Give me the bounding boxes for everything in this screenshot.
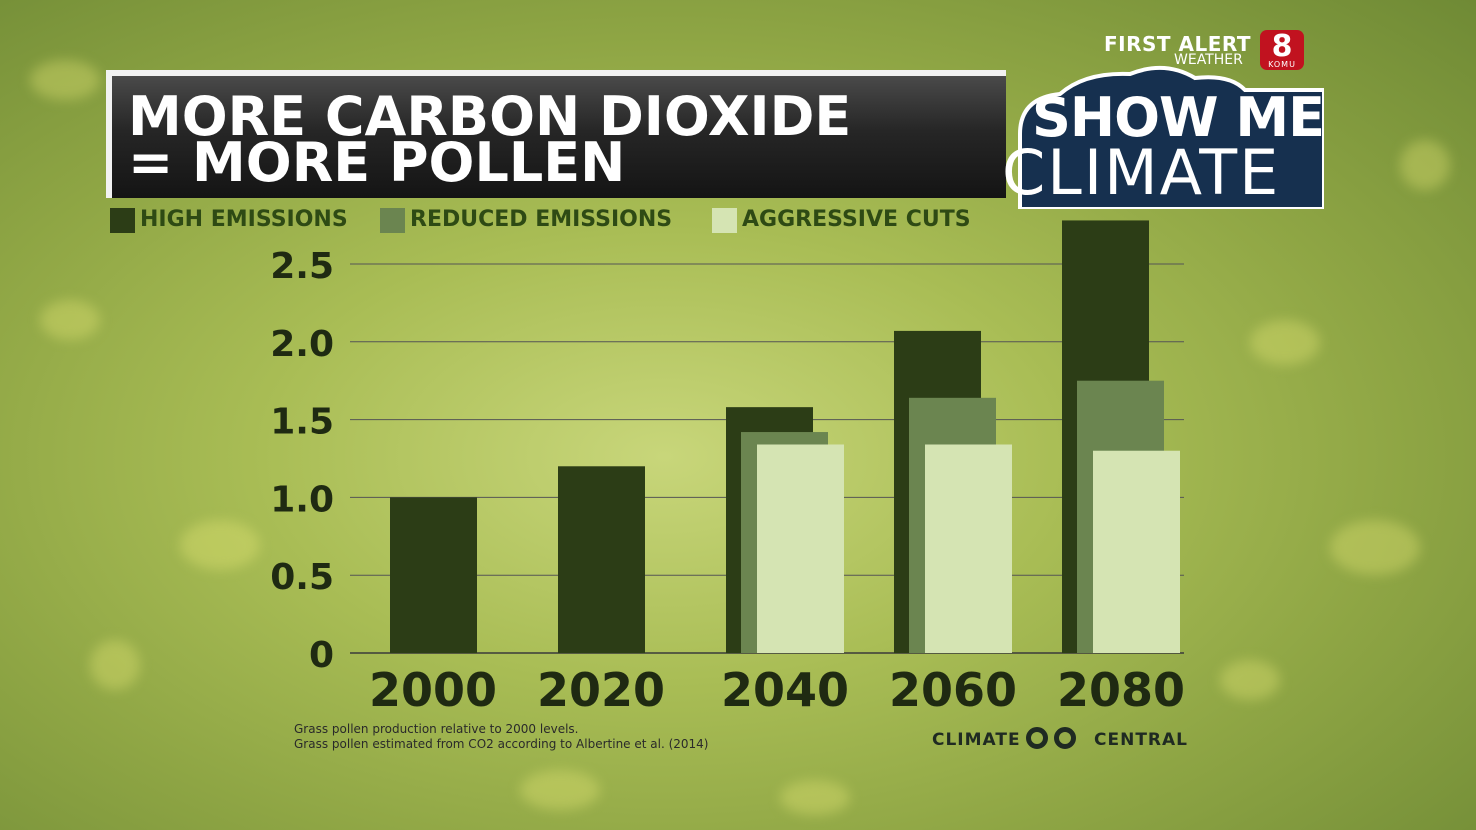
bar-aggressive bbox=[925, 444, 1012, 653]
legend-swatch-high bbox=[110, 208, 135, 233]
y-tick-label: 1.5 bbox=[270, 402, 334, 443]
station-logo: 8 KOMU bbox=[1260, 30, 1304, 70]
badge-cloud-shape bbox=[1018, 65, 1324, 209]
y-tick-label: 2.5 bbox=[270, 246, 334, 287]
legend-label-high: HIGH EMISSIONS bbox=[140, 207, 348, 232]
show-me-climate-badge: SHOW ME CLIMATE bbox=[990, 64, 1325, 209]
y-tick-label: 1.0 bbox=[270, 479, 334, 520]
station-number: 8 bbox=[1271, 29, 1293, 64]
badge-line-1: SHOW ME bbox=[1032, 86, 1325, 149]
climate-central-ring-icon bbox=[1054, 727, 1076, 749]
x-tick-label: 2060 bbox=[889, 663, 1017, 717]
y-tick-label: 2.0 bbox=[270, 324, 334, 365]
footnote-line-2: Grass pollen estimated from CO2 accordin… bbox=[294, 737, 709, 751]
bar-high bbox=[558, 466, 645, 653]
climate-central-ring-icon bbox=[1026, 727, 1048, 749]
x-tick-label: 2040 bbox=[721, 663, 849, 717]
legend-swatch-aggressive bbox=[712, 208, 737, 233]
title-banner: MORE CARBON DIOXIDE = MORE POLLEN bbox=[106, 70, 1006, 198]
weather-text: WEATHER bbox=[1174, 52, 1243, 68]
station-call-letters: KOMU bbox=[1268, 60, 1296, 69]
legend-label-reduced: REDUCED EMISSIONS bbox=[410, 207, 673, 232]
bar-high bbox=[390, 497, 477, 653]
first-alert-text: FIRST ALERT bbox=[1104, 32, 1252, 56]
climate-central-left-text: CLIMATE bbox=[932, 730, 1021, 750]
title-line-1: MORE CARBON DIOXIDE bbox=[128, 85, 852, 148]
climate-central-logo: CLIMATE CENTRAL bbox=[932, 724, 1187, 756]
y-tick-label: 0.5 bbox=[270, 557, 334, 598]
footnote-line-1: Grass pollen production relative to 2000… bbox=[294, 722, 579, 736]
x-tick-label: 2000 bbox=[369, 663, 497, 717]
legend-swatch-reduced bbox=[380, 208, 405, 233]
x-tick-label: 2080 bbox=[1057, 663, 1185, 717]
station-branding: FIRST ALERT WEATHER 8 KOMU bbox=[1100, 30, 1310, 72]
title-line-2: = MORE POLLEN bbox=[128, 131, 626, 194]
climate-central-right-text: CENTRAL bbox=[1094, 730, 1188, 750]
y-tick-label: 0 bbox=[309, 635, 334, 676]
bar-aggressive bbox=[757, 444, 844, 653]
bar-aggressive bbox=[1093, 450, 1180, 653]
legend-label-aggressive: AGGRESSIVE CUTS bbox=[742, 207, 971, 232]
badge-line-2: CLIMATE bbox=[1002, 136, 1281, 209]
x-tick-label: 2020 bbox=[537, 663, 665, 717]
